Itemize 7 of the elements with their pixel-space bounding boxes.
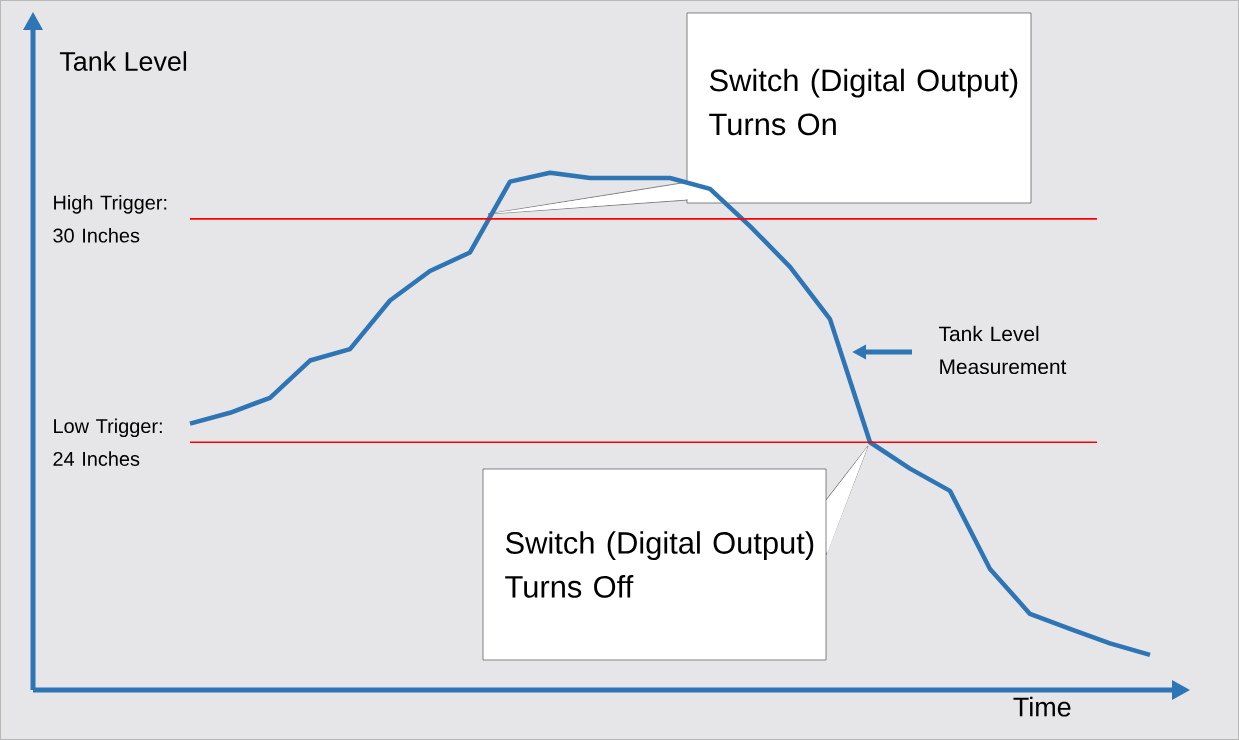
- x-axis-title: Time: [1013, 696, 1071, 717]
- annotation: Switch (Digital Output) Turns Off: [505, 531, 814, 598]
- y-axis-title: Tank Level: [59, 51, 187, 71]
- annotation: Tank Level Measurement: [938, 325, 1067, 375]
- text: Switch (Digital Output) Turns On: [709, 68, 1018, 136]
- text: Low Trigger: 24 Inches: [53, 418, 162, 466]
- text: High Trigger: 30 Inches: [53, 195, 167, 243]
